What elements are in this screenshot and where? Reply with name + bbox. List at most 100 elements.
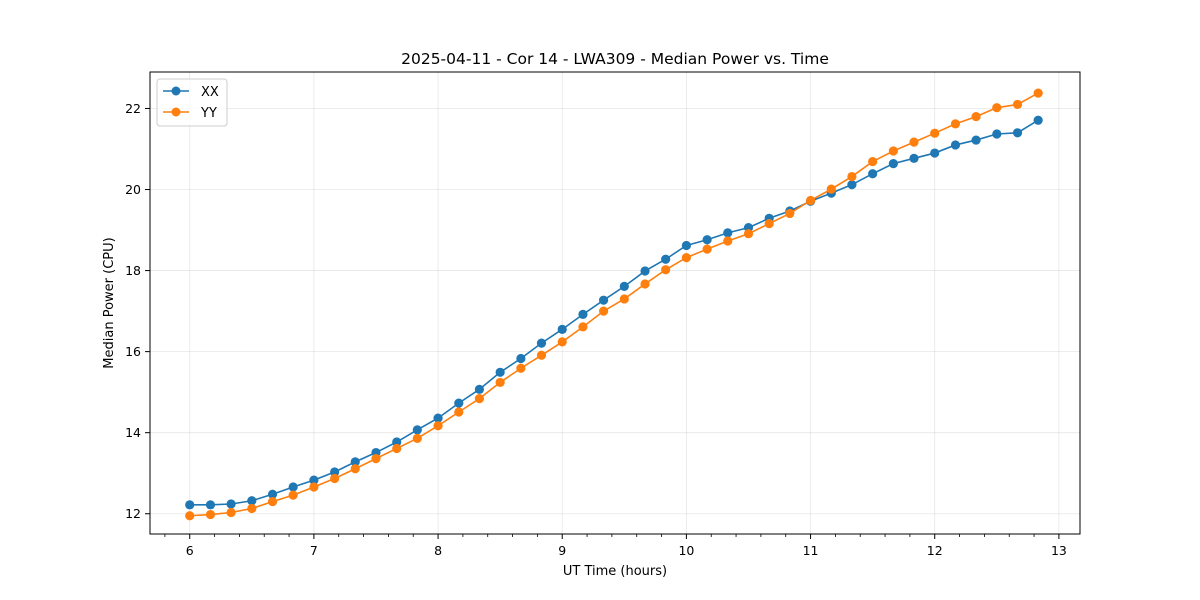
x-tick-label: 11 bbox=[803, 543, 819, 558]
data-point-yy bbox=[433, 421, 443, 431]
data-point-yy bbox=[764, 218, 774, 229]
data-point-yy bbox=[909, 137, 919, 147]
data-point-yy bbox=[661, 265, 671, 275]
data-point-xx bbox=[1033, 115, 1043, 125]
data-point-xx bbox=[992, 129, 1002, 139]
data-point-yy bbox=[702, 244, 712, 254]
chart-title: 2025-04-11 - Cor 14 - LWA309 - Median Po… bbox=[401, 50, 829, 68]
x-tick-label: 13 bbox=[1051, 543, 1067, 558]
data-point-xx bbox=[661, 254, 671, 264]
data-point-xx bbox=[330, 467, 340, 477]
x-tick-label: 10 bbox=[678, 543, 694, 558]
data-point-xx bbox=[433, 413, 443, 423]
data-point-xx bbox=[309, 475, 319, 485]
data-point-yy bbox=[950, 119, 961, 129]
x-axis-label: UT Time (hours) bbox=[563, 564, 667, 579]
data-point-xx bbox=[557, 324, 567, 334]
data-point-xx bbox=[640, 266, 650, 276]
data-point-xx bbox=[930, 148, 940, 158]
data-point-yy bbox=[723, 236, 733, 246]
data-point-yy bbox=[805, 195, 816, 206]
data-point-yy bbox=[226, 507, 236, 518]
data-point-xx bbox=[454, 398, 464, 408]
data-point-yy bbox=[454, 407, 464, 417]
data-point-yy bbox=[247, 503, 257, 514]
data-point-yy bbox=[267, 496, 278, 507]
data-point-yy bbox=[557, 337, 567, 347]
data-point-yy bbox=[350, 464, 360, 474]
y-axis-label: Median Power (CPU) bbox=[102, 237, 117, 368]
data-point-yy bbox=[743, 229, 754, 239]
data-point-yy bbox=[992, 103, 1002, 113]
data-point-xx bbox=[288, 482, 298, 492]
x-tick-label: 6 bbox=[186, 543, 194, 558]
data-point-xx bbox=[350, 457, 360, 467]
data-point-yy bbox=[536, 350, 547, 360]
data-point-xx bbox=[495, 367, 505, 377]
x-tick-label: 9 bbox=[558, 543, 566, 558]
x-tick-label: 12 bbox=[927, 543, 943, 558]
x-tick-label: 8 bbox=[434, 543, 442, 558]
data-point-yy bbox=[412, 433, 422, 443]
data-point-xx bbox=[578, 309, 588, 319]
data-point-xx bbox=[474, 384, 485, 394]
data-point-yy bbox=[288, 490, 298, 500]
data-point-yy bbox=[205, 509, 216, 520]
data-point-yy bbox=[578, 322, 588, 332]
y-tick-label: 16 bbox=[125, 344, 141, 359]
data-point-yy bbox=[309, 482, 319, 492]
data-point-xx bbox=[909, 153, 919, 163]
y-tick-label: 14 bbox=[125, 425, 141, 440]
y-tick-label: 22 bbox=[125, 101, 141, 116]
data-point-xx bbox=[412, 425, 422, 435]
data-point-yy bbox=[888, 146, 898, 156]
grid bbox=[150, 72, 1080, 534]
data-point-xx bbox=[516, 353, 526, 364]
data-point-xx bbox=[247, 496, 257, 506]
data-point-yy bbox=[681, 253, 691, 263]
data-point-xx bbox=[619, 281, 629, 291]
data-point-yy bbox=[847, 171, 857, 182]
data-point-yy bbox=[330, 473, 340, 484]
data-point-yy bbox=[516, 363, 526, 373]
data-point-xx bbox=[205, 500, 216, 510]
data-point-yy bbox=[1033, 88, 1043, 98]
y-axis: 12 14 16 18 20 22 bbox=[125, 101, 150, 521]
data-point-xx bbox=[681, 240, 691, 251]
data-point-yy bbox=[598, 306, 609, 316]
data-point-xx bbox=[868, 169, 878, 179]
data-point-yy bbox=[185, 511, 195, 521]
y-tick-label: 18 bbox=[125, 263, 141, 278]
data-point-yy bbox=[640, 279, 650, 289]
data-point-xx bbox=[723, 228, 733, 238]
data-point-xx bbox=[536, 338, 547, 348]
data-point-yy bbox=[971, 111, 981, 122]
y-tick-label: 20 bbox=[125, 182, 141, 197]
data-point-xx bbox=[888, 158, 898, 169]
data-point-yy bbox=[1012, 99, 1023, 110]
legend-marker-yy bbox=[171, 107, 181, 117]
legend-marker-xx bbox=[171, 86, 181, 96]
data-point-xx bbox=[267, 489, 278, 499]
data-point-xx bbox=[1012, 128, 1023, 138]
plot-area bbox=[185, 88, 1043, 521]
legend-label-yy: YY bbox=[200, 106, 217, 121]
legend: XX YY bbox=[156, 78, 228, 127]
data-point-xx bbox=[226, 499, 236, 509]
data-point-yy bbox=[371, 454, 381, 464]
data-point-xx bbox=[950, 140, 961, 150]
data-point-xx bbox=[971, 135, 981, 145]
data-point-yy bbox=[785, 208, 795, 219]
data-point-xx bbox=[392, 437, 402, 447]
data-point-xx bbox=[598, 295, 609, 305]
data-point-xx bbox=[702, 235, 712, 245]
data-point-yy bbox=[826, 184, 836, 194]
data-point-xx bbox=[847, 180, 857, 190]
y-tick-label: 12 bbox=[125, 506, 141, 521]
data-point-yy bbox=[495, 377, 505, 388]
axes-frame bbox=[149, 71, 1081, 535]
data-point-yy bbox=[619, 294, 629, 304]
data-point-yy bbox=[474, 394, 485, 404]
data-point-yy bbox=[930, 128, 940, 138]
